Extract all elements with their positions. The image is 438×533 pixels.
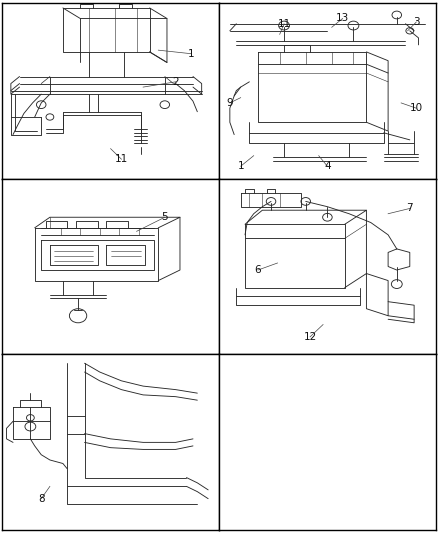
Text: 7: 7: [406, 204, 413, 213]
Text: 11: 11: [277, 19, 291, 29]
Text: 10: 10: [410, 103, 423, 113]
Text: 13: 13: [336, 13, 349, 23]
Text: 1: 1: [237, 161, 244, 171]
Text: 6: 6: [255, 265, 261, 275]
Text: 2: 2: [172, 77, 179, 87]
Text: 12: 12: [304, 332, 317, 342]
Text: 1: 1: [187, 49, 194, 59]
Text: 4: 4: [324, 161, 331, 171]
Text: 9: 9: [226, 98, 233, 108]
Text: 11: 11: [115, 154, 128, 164]
Text: 8: 8: [38, 494, 45, 504]
Text: 5: 5: [162, 212, 168, 222]
Text: 3: 3: [413, 17, 420, 27]
